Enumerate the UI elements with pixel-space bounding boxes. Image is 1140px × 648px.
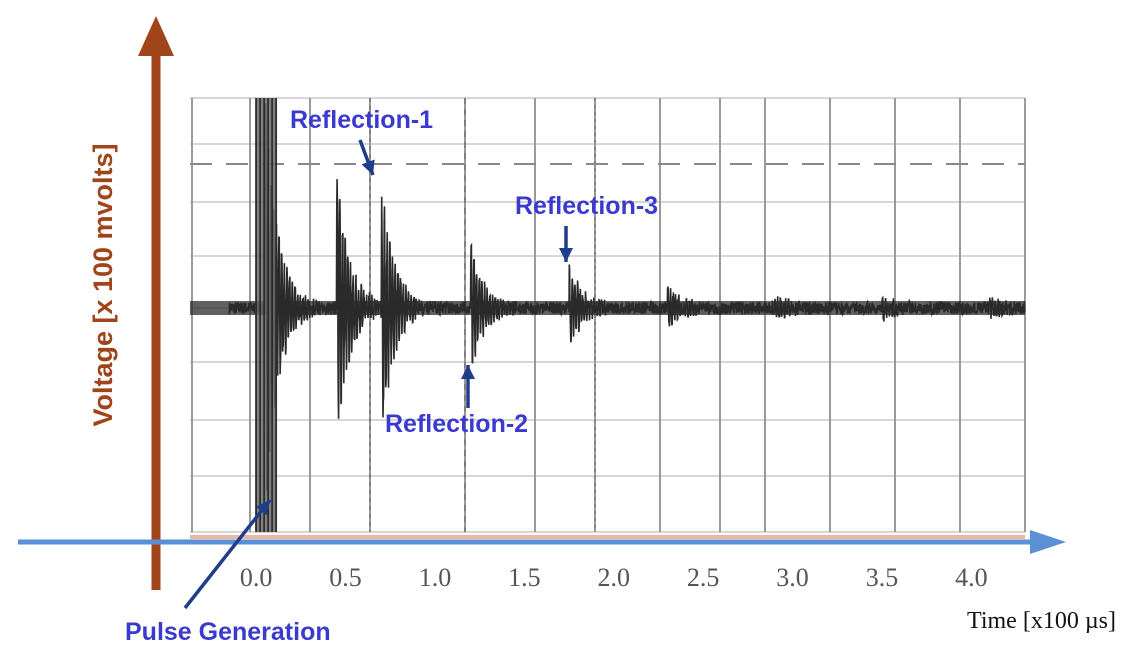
annotation-label-0: Reflection-1: [290, 106, 433, 134]
annotation-arrow-0: [358, 139, 375, 176]
x-tick-labels: 0.0 0.5 1.0 1.5 2.0 2.5 3.0 3.5 4.0: [240, 563, 988, 592]
x-tick-label-7: 3.5: [866, 563, 899, 592]
annotation-arrow-3: [183, 498, 272, 610]
y-axis-arrow: [138, 16, 174, 590]
signal-series: [190, 98, 1026, 532]
annotation-label-3: Pulse Generation: [125, 618, 331, 646]
x-tick-label-0: 0.0: [240, 563, 273, 592]
annotation-label-1: Reflection-2: [385, 410, 528, 438]
signal-noise-band: [190, 301, 1025, 315]
pulse-saturation-block: [255, 98, 278, 532]
y-axis-title: Voltage [x 100 mvolts]: [88, 143, 118, 426]
signal-line: [228, 103, 1026, 491]
x-tick-label-8: 4.0: [955, 563, 988, 592]
x-tick-label-4: 2.0: [598, 563, 631, 592]
x-tick-label-3: 1.5: [508, 563, 541, 592]
x-tick-label-2: 1.0: [419, 563, 452, 592]
x-tick-label-1: 0.5: [329, 563, 362, 592]
annotation-arrow-2: [559, 226, 573, 262]
annotations: Reflection-1 Reflection-2 Reflection-3 Puls…: [125, 106, 658, 646]
x-tick-label-5: 2.5: [687, 563, 720, 592]
annotation-label-2: Reflection-3: [515, 192, 658, 220]
x-axis-title: Time [x100 µs]: [967, 608, 1116, 634]
x-axis-arrow: [18, 530, 1066, 554]
x-tick-label-6: 3.0: [776, 563, 809, 592]
annotation-arrow-1: [461, 365, 475, 408]
